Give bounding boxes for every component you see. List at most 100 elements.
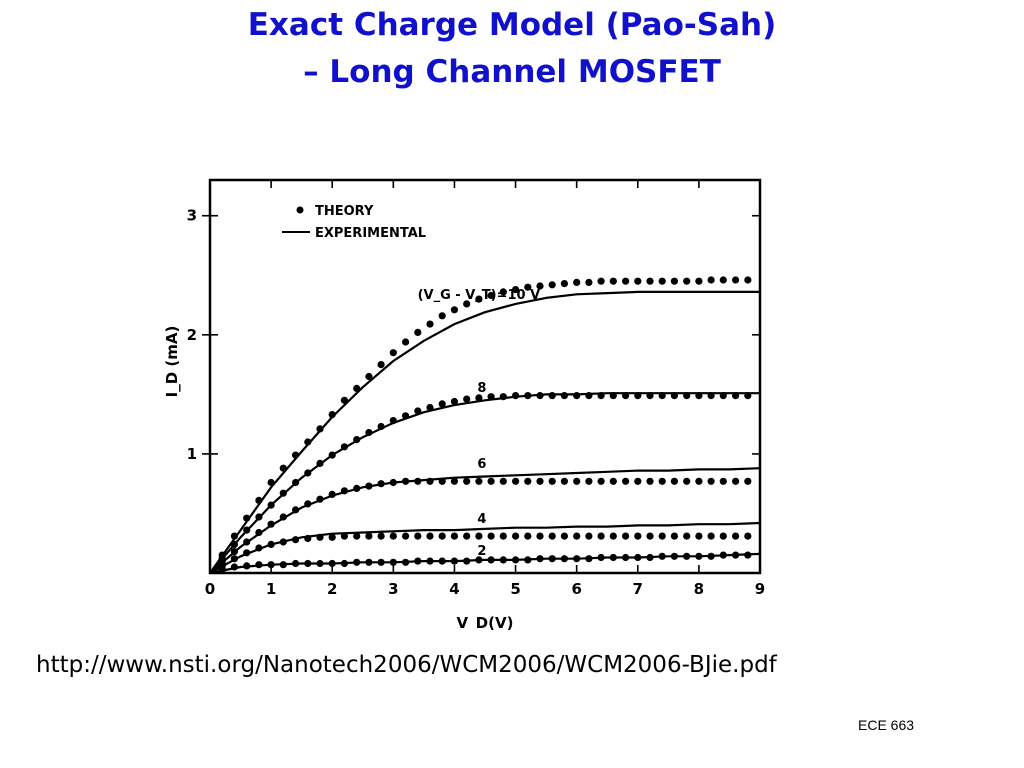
- theory-point-vgvt-2: [622, 553, 630, 562]
- curve-label: 8: [477, 381, 486, 396]
- x-tick-label: 4: [449, 580, 459, 598]
- theory-point-vgvt-8: [744, 392, 752, 400]
- experimental-line-vgvt-2: [209, 552, 761, 575]
- theory-point-vgvt-2: [512, 556, 520, 564]
- theory-point-vgvt-2: [634, 553, 642, 562]
- theory-point-vgvt-2: [243, 562, 251, 570]
- title-line-1: Exact Charge Model (Pao-Sah): [247, 7, 777, 43]
- theory-point-vgvt-10: [463, 300, 471, 308]
- theory-point-vgvt-2: [340, 559, 348, 568]
- theory-point-vgvt-8: [609, 392, 617, 400]
- x-tick-label: 2: [327, 580, 337, 598]
- theory-point-vgvt-8: [426, 403, 434, 412]
- theory-point-vgvt-4: [499, 532, 507, 540]
- theory-point-vgvt-6: [683, 477, 691, 485]
- theory-point-vgvt-8: [634, 392, 642, 400]
- theory-point-vgvt-10: [353, 384, 361, 392]
- theory-point-vgvt-10: [377, 361, 385, 369]
- y-tick-label: 2: [187, 326, 197, 344]
- x-tick-label: 5: [510, 580, 520, 598]
- x-tick-label: 1: [266, 580, 276, 598]
- theory-point-vgvt-2: [707, 552, 715, 560]
- theory-point-vgvt-6: [292, 506, 300, 514]
- theory-point-vgvt-10: [450, 306, 458, 314]
- plot-frame: [208, 178, 762, 575]
- theory-point-vgvt-10: [255, 496, 263, 504]
- theory-point-vgvt-6: [438, 477, 446, 485]
- theory-point-vgvt-2: [499, 556, 507, 564]
- theory-point-vgvt-4: [255, 544, 263, 552]
- legend-experimental-label: EXPERIMENTAL: [315, 226, 426, 241]
- source-url[interactable]: http://www.nsti.org/Nanotech2006/WCM2006…: [36, 652, 777, 678]
- id-vd-chart: 0 1 2 3 4 5 6 7 8 9 1 2 3 V_D(V) I_D (mA) THEORY EXPERIM…: [163, 178, 765, 630]
- curve-label: 2: [477, 544, 486, 559]
- theory-point-vgvt-4: [402, 532, 410, 540]
- theory-point-vgvt-8: [683, 392, 691, 400]
- theory-point-vgvt-2: [218, 565, 226, 573]
- theory-point-vgvt-10: [426, 320, 434, 328]
- theory-point-vgvt-4: [634, 532, 642, 540]
- theory-point-vgvt-10: [304, 438, 312, 446]
- theory-point-vgvt-4: [377, 532, 385, 540]
- theory-point-vgvt-8: [695, 392, 703, 400]
- theory-point-vgvt-2: [658, 552, 666, 560]
- theory-point-vgvt-8: [475, 394, 483, 402]
- theory-point-vgvt-8: [230, 540, 238, 548]
- theory-point-vgvt-8: [646, 392, 654, 400]
- experimental-line-vgvt-6: [209, 467, 761, 574]
- theory-point-vgvt-6: [389, 478, 397, 487]
- theory-point-vgvt-6: [499, 477, 507, 485]
- theory-point-vgvt-8: [279, 489, 287, 497]
- theory-point-vgvt-2: [316, 559, 324, 568]
- theory-point-vgvt-6: [670, 477, 679, 485]
- theory-point-vgvt-8: [658, 392, 666, 400]
- theory-point-vgvt-10: [279, 464, 287, 472]
- theory-point-vgvt-8: [622, 392, 630, 400]
- theory-point-vgvt-6: [365, 482, 373, 490]
- theory-point-vgvt-6: [609, 477, 617, 485]
- theory-point-vgvt-6: [512, 477, 520, 485]
- theory-point-vgvt-4: [695, 532, 703, 540]
- theory-point-vgvt-4: [230, 555, 238, 563]
- theory-point-vgvt-8: [732, 392, 740, 400]
- theory-point-vgvt-6: [426, 477, 434, 485]
- theory-point-vgvt-2: [304, 559, 312, 568]
- theory-point-vgvt-10: [597, 277, 605, 285]
- theory-point-vgvt-8: [304, 469, 312, 477]
- theory-point-vgvt-4: [292, 536, 300, 544]
- theory-point-vgvt-8: [524, 392, 532, 400]
- theory-point-vgvt-6: [414, 477, 422, 485]
- theory-point-vgvt-2: [438, 557, 446, 565]
- y-tick-label: 3: [187, 207, 197, 225]
- experimental-line-vgvt-10: [209, 290, 760, 574]
- theory-point-vgvt-10: [316, 425, 324, 433]
- theory-point-vgvt-10: [512, 286, 520, 294]
- theory-point-vgvt-6: [402, 477, 410, 485]
- theory-point-vgvt-10: [719, 276, 727, 284]
- theory-point-vgvt-4: [267, 540, 275, 548]
- theory-point-vgvt-2: [548, 555, 556, 563]
- theory-point-vgvt-8: [487, 393, 495, 401]
- theory-point-vgvt-6: [487, 477, 495, 485]
- theory-point-vgvt-2: [279, 561, 287, 569]
- title-line-2: – Long Channel MOSFET: [303, 54, 721, 90]
- theory-point-vgvt-10: [732, 276, 740, 284]
- theory-point-vgvt-2: [695, 552, 703, 560]
- theory-point-vgvt-8: [450, 397, 458, 406]
- theory-point-vgvt-4: [243, 549, 251, 557]
- theory-point-vgvt-4: [365, 532, 373, 540]
- theory-point-vgvt-8: [353, 436, 361, 444]
- theory-point-vgvt-2: [426, 557, 434, 565]
- theory-point-vgvt-8: [548, 392, 556, 400]
- theory-point-vgvt-8: [243, 526, 251, 534]
- theory-point-vgvt-2: [573, 555, 581, 563]
- theory-point-vgvt-10: [292, 451, 300, 459]
- theory-point-vgvt-6: [597, 477, 605, 485]
- theory-point-vgvt-10: [609, 277, 617, 285]
- x-tick-label: 6: [571, 580, 581, 598]
- theory-point-vgvt-10: [548, 281, 556, 289]
- theory-point-vgvt-2: [230, 563, 238, 571]
- theory-point-vgvt-2: [475, 556, 483, 564]
- theory-point-vgvt-4: [732, 532, 740, 540]
- theory-point-vgvt-4: [340, 532, 348, 540]
